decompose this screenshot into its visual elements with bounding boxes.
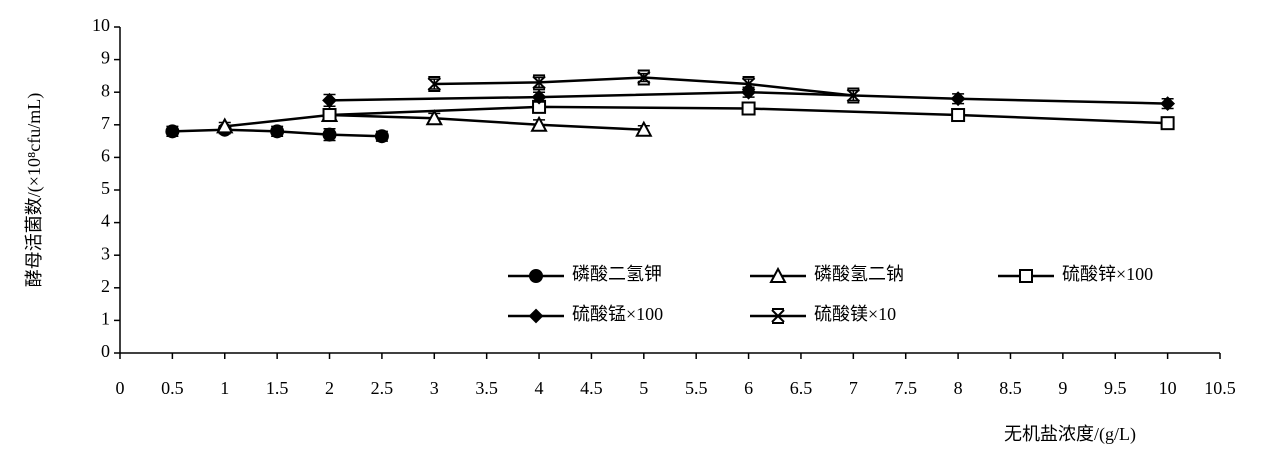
y-tick-label: 3 — [101, 243, 110, 263]
data-point — [530, 115, 548, 132]
legend-label: 磷酸二氢钾 — [572, 264, 662, 284]
marker-shape — [529, 269, 543, 283]
y-tick-label: 4 — [101, 211, 110, 231]
x-tick-label: 6 — [744, 378, 753, 398]
data-point — [635, 120, 653, 137]
data-point — [950, 91, 966, 107]
marker-shape — [216, 117, 234, 134]
legend-marker — [769, 266, 787, 283]
x-tick-label: 0 — [116, 378, 125, 398]
y-tick-label: 0 — [101, 341, 110, 361]
data-point — [216, 117, 234, 134]
marker-shape — [528, 308, 544, 324]
marker-shape — [1019, 269, 1033, 283]
data-point — [531, 89, 547, 105]
x-tick-label: 2 — [325, 378, 334, 398]
x-tick-label: 6.5 — [790, 378, 813, 398]
marker-shape — [531, 89, 547, 105]
x-tick-label: 0.5 — [161, 378, 184, 398]
data-point — [846, 87, 861, 104]
y-tick-label: 7 — [101, 113, 110, 133]
y-tick-label: 1 — [101, 309, 110, 329]
data-point — [427, 76, 441, 93]
legend-label: 硫酸镁×10 — [814, 304, 896, 324]
x-tick-label: 10.5 — [1204, 378, 1236, 398]
x-tick-label: 7.5 — [894, 378, 917, 398]
data-point — [374, 129, 389, 144]
x-tick-label: 9 — [1058, 378, 1067, 398]
y-tick-label: 8 — [101, 80, 110, 100]
x-tick-label: 3.5 — [475, 378, 498, 398]
legend-label: 硫酸锌×100 — [1062, 264, 1153, 284]
x-tick-label: 5.5 — [685, 378, 708, 398]
marker-shape — [425, 109, 443, 126]
y-tick-label: 10 — [92, 15, 110, 35]
x-tick-label: 2.5 — [371, 378, 394, 398]
x-tick-label: 7 — [849, 378, 858, 398]
data-point — [322, 92, 337, 108]
y-axis-title: 酵母活菌数/(×10⁸cfu/mL) — [24, 93, 45, 287]
marker-shape — [637, 69, 651, 86]
x-tick-label: 8.5 — [999, 378, 1022, 398]
marker-shape — [530, 115, 548, 132]
data-point — [1160, 96, 1176, 112]
x-tick-label: 9.5 — [1104, 378, 1127, 398]
marker-shape — [771, 308, 785, 324]
data-point — [532, 74, 546, 91]
marker-shape — [322, 127, 337, 142]
data-point — [165, 124, 180, 139]
marker-shape — [1160, 116, 1175, 131]
legend-label: 磷酸氢二钠 — [814, 264, 904, 284]
marker-shape — [270, 124, 285, 139]
x-tick-label: 1.5 — [266, 378, 289, 398]
data-point — [322, 108, 337, 123]
data-point — [951, 108, 966, 123]
marker-shape — [322, 108, 337, 123]
x-tick-label: 1 — [220, 378, 229, 398]
marker-shape — [1160, 96, 1176, 112]
marker-shape — [322, 92, 337, 108]
x-tick-label: 3 — [430, 378, 439, 398]
data-point — [425, 109, 443, 126]
data-point — [637, 69, 651, 86]
x-tick-label: 4 — [535, 378, 544, 398]
data-point — [270, 124, 285, 139]
x-tick-label: 10 — [1159, 378, 1177, 398]
x-axis-title: 无机盐浓度/(g/L) — [1004, 424, 1136, 445]
y-tick-label: 2 — [101, 276, 110, 296]
legend-marker — [1019, 269, 1033, 283]
legend-marker — [771, 308, 785, 324]
data-point — [741, 101, 756, 116]
marker-shape — [427, 76, 441, 93]
x-tick-label: 4.5 — [580, 378, 603, 398]
legend-label: 硫酸锰×100 — [572, 304, 663, 324]
legend-marker — [529, 269, 543, 283]
x-tick-label: 8 — [954, 378, 963, 398]
legend-marker — [528, 308, 544, 324]
marker-shape — [950, 91, 966, 107]
marker-shape — [951, 108, 966, 123]
y-tick-label: 9 — [101, 48, 110, 68]
marker-shape — [769, 266, 787, 283]
marker-shape — [165, 124, 180, 139]
marker-shape — [374, 129, 389, 144]
data-point — [741, 76, 756, 93]
marker-shape — [741, 101, 756, 116]
x-tick-label: 5 — [639, 378, 648, 398]
marker-shape — [635, 120, 653, 137]
y-tick-label: 5 — [101, 178, 110, 198]
data-point — [1160, 116, 1175, 131]
marker-shape — [741, 76, 756, 93]
marker-shape — [846, 87, 861, 104]
marker-shape — [532, 74, 546, 91]
y-tick-label: 6 — [101, 146, 110, 166]
data-point — [322, 127, 337, 142]
